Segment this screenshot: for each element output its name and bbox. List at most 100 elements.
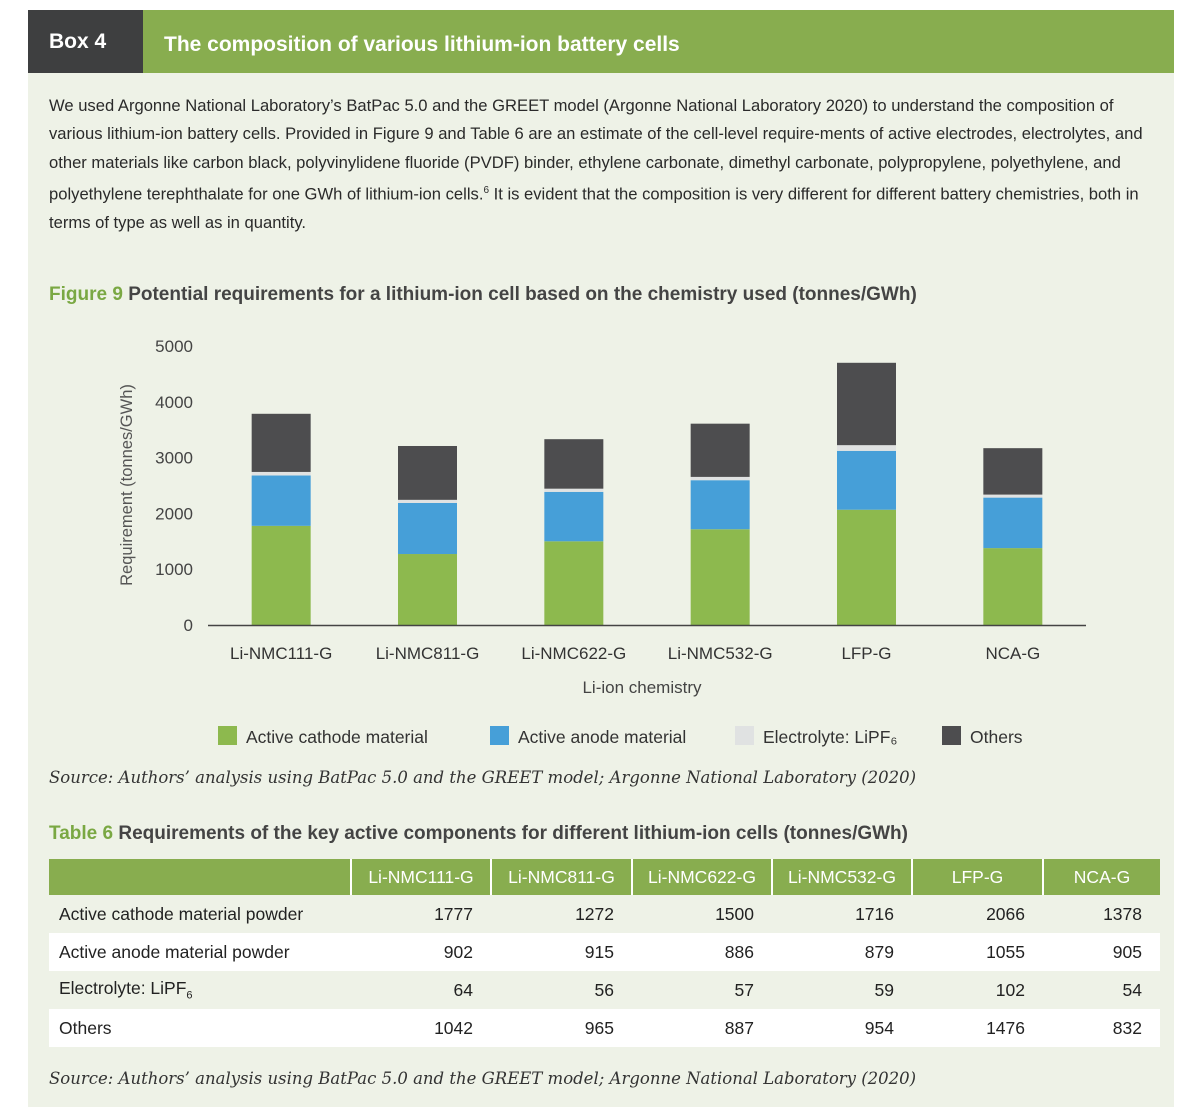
box-tag: Box 4 [28, 10, 143, 73]
bar-segment [544, 488, 604, 492]
row-label: Electrolyte: LiPF6 [49, 971, 351, 1009]
y-tick-label: 2000 [155, 504, 193, 523]
table-row: Active cathode material powder 1777 1272… [49, 895, 1160, 933]
table-header-cell: Li-NMC111-G [350, 859, 491, 895]
table-cell: 902 [351, 933, 491, 971]
legend-swatch [218, 726, 237, 745]
table-cell: 64 [351, 971, 491, 1009]
table-cell: 905 [1043, 933, 1160, 971]
table-cell: 102 [912, 971, 1043, 1009]
y-tick-label: 4000 [155, 393, 193, 412]
bar-segment [398, 445, 457, 500]
bar-segment [251, 475, 311, 526]
row-label: Active cathode material powder [49, 895, 351, 933]
x-axis-label: Li-ion chemistry [582, 678, 702, 697]
bar-segment [544, 491, 604, 542]
table-cell: 887 [632, 1009, 772, 1047]
y-tick-label: 0 [184, 616, 193, 635]
bar-segment [983, 548, 1043, 625]
bar-segment [544, 541, 604, 625]
bar-segment [251, 471, 311, 476]
table-cell: 1272 [491, 895, 632, 933]
bar-segment [398, 502, 457, 555]
table-cell: 1500 [632, 895, 772, 933]
footnote-marker: 6 [483, 185, 489, 197]
table-header-blank [49, 859, 351, 895]
table-cell: 1476 [912, 1009, 1043, 1047]
table-cell: 1777 [351, 895, 491, 933]
y-axis-label: Requirement (tonnes/GWh) [118, 384, 136, 586]
bar-segment [983, 448, 1043, 495]
box-header: Box 4 The composition of various lithium… [28, 10, 1174, 73]
bar-segment [251, 525, 311, 625]
intro-paragraph: We used Argonne National Laboratory’s Ba… [49, 92, 1154, 238]
box-4-panel: Box 4 The composition of various lithium… [28, 10, 1174, 1107]
table-header-cell: LFP-G [911, 859, 1043, 895]
table-title-text: Requirements of the key active component… [118, 823, 908, 844]
table-cell: 1042 [351, 1009, 491, 1047]
bar-segment [983, 494, 1043, 498]
table-cell: 57 [632, 971, 772, 1009]
bar-segment [837, 509, 896, 625]
row-label-subscript: 6 [186, 989, 193, 1002]
legend-label: Others [970, 727, 1023, 747]
table-header-cell: Li-NMC811-G [490, 859, 632, 895]
figure-title-text: Potential requirements for a lithium-ion… [128, 284, 917, 305]
x-tick-label: LFP-G [841, 644, 891, 663]
figure-title: Figure 9 Potential requirements for a li… [49, 284, 917, 306]
table-cell: 1055 [912, 933, 1043, 971]
bar-segment [983, 497, 1043, 549]
box-title: The composition of various lithium-ion b… [164, 33, 680, 56]
bar-segment [690, 423, 750, 477]
table-cell: 915 [491, 933, 632, 971]
x-tick-label: Li-NMC532-G [668, 644, 773, 663]
table-header-cell: Li-NMC532-G [771, 859, 912, 895]
y-tick-label: 1000 [155, 560, 193, 579]
table-row: Electrolyte: LiPF6 64 56 57 59 102 54 [49, 971, 1160, 1009]
table-cell: 1716 [772, 895, 912, 933]
requirements-table: Li-NMC111-G Li-NMC811-G Li-NMC622-G Li-N… [49, 859, 1160, 1047]
table-cell: 1378 [1043, 895, 1160, 933]
x-tick-label: Li-NMC811-G [376, 644, 480, 663]
legend-label: Active cathode material [246, 727, 428, 747]
bar-segment [837, 362, 896, 446]
row-label-text: Electrolyte: LiPF [59, 978, 187, 999]
bar-segment [251, 413, 311, 472]
bar-segment [690, 476, 750, 481]
bar-segment [544, 439, 604, 489]
table-row: Active anode material powder 902 915 886… [49, 933, 1160, 971]
table-label: Table 6 [49, 823, 114, 844]
table-cell: 965 [491, 1009, 632, 1047]
table-cell: 832 [1043, 1009, 1160, 1047]
bar-segment [690, 480, 750, 530]
bar-segment [837, 450, 896, 510]
table-header-cell: Li-NMC622-G [631, 859, 772, 895]
x-tick-label: Li-NMC622-G [521, 644, 626, 663]
figure-label: Figure 9 [49, 284, 123, 305]
y-tick-label: 5000 [155, 337, 193, 356]
x-tick-label: NCA-G [985, 644, 1040, 663]
row-label: Others [49, 1009, 351, 1047]
y-tick-label: 3000 [155, 449, 193, 468]
bar-segment [837, 445, 896, 451]
bar-segment [398, 499, 457, 503]
legend-label: Active anode material [518, 727, 686, 747]
table-cell: 879 [772, 933, 912, 971]
legend-label: Electrolyte: LiPF₆ [763, 727, 897, 747]
figure-source: Source: Authors’ analysis using BatPac 5… [49, 768, 917, 787]
bar-segment [690, 529, 750, 625]
table-cell: 54 [1043, 971, 1160, 1009]
intro-text: We used Argonne National Laboratory’s Ba… [49, 96, 1143, 204]
intro-text-end: It is evident that the composition is ve… [49, 184, 1139, 233]
table-cell: 59 [772, 971, 912, 1009]
table-header-row: Li-NMC111-G Li-NMC811-G Li-NMC622-G Li-N… [49, 859, 1160, 895]
table-title: Table 6 Requirements of the key active c… [49, 823, 908, 845]
legend-swatch [490, 726, 509, 745]
x-tick-label: Li-NMC111-G [230, 644, 332, 663]
bar-segment [398, 554, 457, 625]
table-cell: 56 [491, 971, 632, 1009]
table-cell: 886 [632, 933, 772, 971]
table-cell: 2066 [912, 895, 1043, 933]
row-label: Active anode material powder [49, 933, 351, 971]
table-source: Source: Authors’ analysis using BatPac 5… [49, 1069, 917, 1088]
